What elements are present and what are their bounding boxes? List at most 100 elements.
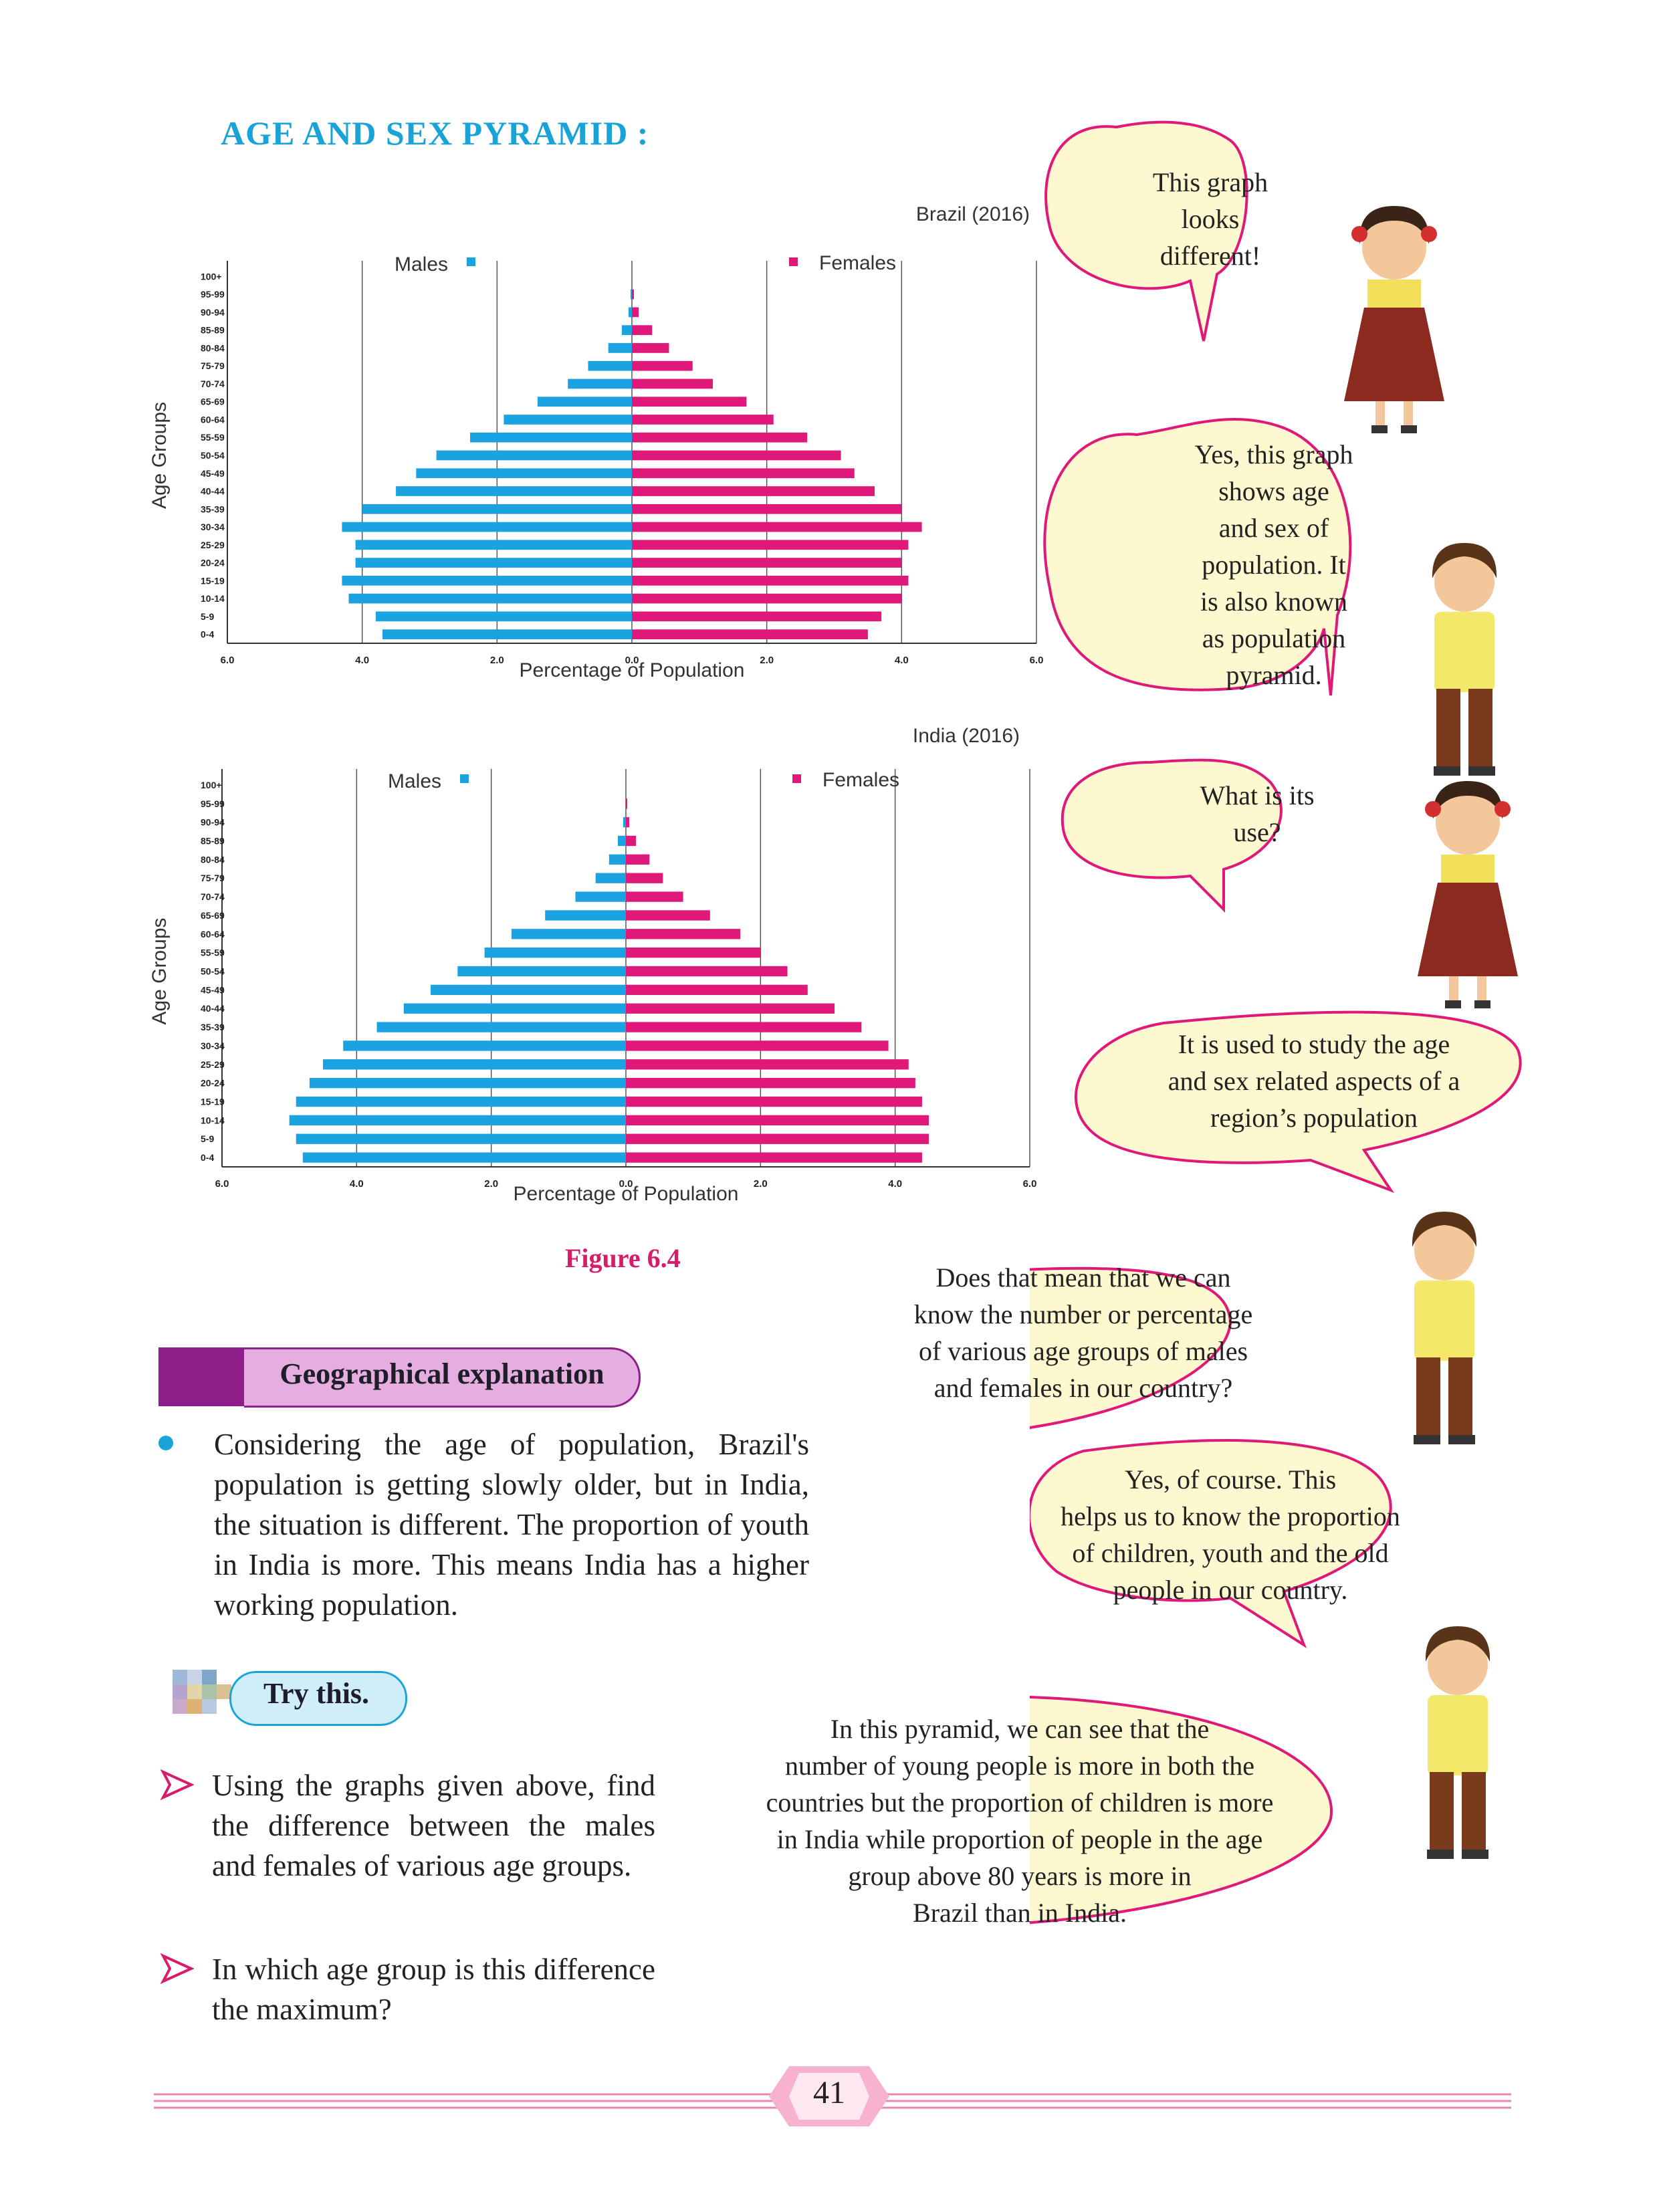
age-group-label: 15-19 <box>201 1097 225 1107</box>
age-group-label: 40-44 <box>201 486 225 497</box>
age-group-label: 95-99 <box>201 798 225 809</box>
bar-male-65-69 <box>537 397 632 407</box>
age-group-label: 95-99 <box>201 289 225 300</box>
speech-line: looks <box>1181 204 1240 234</box>
arrow-bullet-icon <box>160 1953 194 1984</box>
bar-female-25-29 <box>626 1059 909 1070</box>
speech-text-2: Yes, this graph shows age and sex of pop… <box>1164 436 1384 693</box>
bar-male-80-84 <box>608 343 632 353</box>
bar-female-70-74 <box>632 378 713 389</box>
x-tick-label: 2.0 <box>484 1178 498 1190</box>
age-group-label: 50-54 <box>201 966 225 977</box>
bar-male-80-84 <box>609 854 626 865</box>
brazil-pyramid-chart: 6.0 4.0 2.0 0.0 2.0 4.0 6.0 0-4 5-9 10-14 15-19 20-… <box>147 201 1070 709</box>
bar-female-55-59 <box>632 432 808 443</box>
bar-female-0-4 <box>632 629 868 639</box>
bar-male-25-29 <box>323 1059 626 1070</box>
geo-explanation-heading: Geographical explanation <box>158 1347 641 1408</box>
age-group-label: 30-34 <box>201 1040 225 1051</box>
bar-male-30-34 <box>343 1040 626 1051</box>
age-group-label: 0-4 <box>201 1152 214 1163</box>
bar-female-5-9 <box>626 1133 929 1144</box>
legend-males-label: Males <box>388 770 441 792</box>
speech-line: know the number or percentage <box>913 1299 1253 1329</box>
age-group-label: 75-79 <box>201 873 225 883</box>
geo-explanation-text: Considering the age of population, Brazi… <box>214 1428 809 1622</box>
age-group-label: 45-49 <box>201 984 225 995</box>
bar-male-45-49 <box>416 468 632 479</box>
bar-female-25-29 <box>632 540 909 550</box>
bar-male-60-64 <box>511 929 626 939</box>
bar-male-0-4 <box>302 1152 626 1163</box>
bar-female-30-34 <box>632 522 922 532</box>
legend-females-label: Females <box>819 252 896 274</box>
bar-female-60-64 <box>626 929 741 939</box>
legend-males-swatch <box>467 257 475 266</box>
bar-female-15-19 <box>632 575 909 586</box>
bar-male-50-54 <box>457 966 626 977</box>
speech-line: of various age groups of males <box>918 1336 1248 1366</box>
x-tick-label: 0.0 <box>625 655 639 666</box>
x-axis-label: Percentage of Population <box>520 659 745 681</box>
x-tick-label: 4.0 <box>355 655 369 666</box>
bar-male-55-59 <box>484 947 626 958</box>
bar-female-75-79 <box>626 873 663 883</box>
try-item-text: In which age group is this difference th… <box>212 1953 655 2026</box>
bar-male-5-9 <box>296 1133 626 1144</box>
bar-male-85-89 <box>621 325 632 336</box>
boy-character-3 <box>1425 1626 1490 1859</box>
bar-female-40-44 <box>632 486 875 496</box>
x-tick-label: 0.0 <box>619 1178 633 1190</box>
speech-line: group above 80 years is more in <box>848 1861 1192 1891</box>
speech-line: region’s population <box>1210 1103 1418 1133</box>
speech-line: as population <box>1202 623 1346 653</box>
bar-male-50-54 <box>436 450 632 461</box>
speech-line: and females in our country? <box>933 1373 1233 1403</box>
x-axis-label: Percentage of Population <box>514 1183 739 1205</box>
bar-female-50-54 <box>632 450 841 461</box>
speech-text-6: Yes, of course. This helps us to know th… <box>1020 1461 1441 1608</box>
bar-male-25-29 <box>355 540 632 550</box>
speech-bubble-2 <box>1043 418 1352 696</box>
x-tick-label: 2.0 <box>490 655 504 666</box>
speech-bubble-1 <box>1044 120 1248 342</box>
bar-male-15-19 <box>342 575 632 586</box>
bar-female-45-49 <box>626 984 808 996</box>
bar-male-60-64 <box>504 415 632 425</box>
bar-male-20-24 <box>355 558 632 568</box>
age-group-label: 40-44 <box>201 1003 225 1014</box>
speech-line: and sex related aspects of a <box>1168 1066 1460 1096</box>
boy-character-1 <box>1432 543 1497 776</box>
speech-line: It is used to study the age <box>1178 1029 1450 1059</box>
legend-males-swatch <box>460 774 469 783</box>
y-axis-label: Age Groups <box>148 402 171 509</box>
age-group-label: 50-54 <box>201 450 225 461</box>
dialogue-layer <box>1030 120 1522 1924</box>
age-group-label: 25-29 <box>201 1059 225 1070</box>
x-tick-label: 6.0 <box>215 1178 229 1190</box>
bar-female-75-79 <box>632 360 693 371</box>
speech-line: population. It <box>1202 550 1346 580</box>
india-pyramid-chart: 6.0 4.0 2.0 0.0 2.0 4.0 6.0 0-4 5-9 10-14 15-19 20-… <box>147 722 1070 1244</box>
geo-heading-label: Geographical explanation <box>280 1357 604 1390</box>
bar-female-15-19 <box>626 1096 922 1107</box>
age-group-label: 45-49 <box>201 468 225 479</box>
bar-male-65-69 <box>545 910 626 921</box>
bar-male-5-9 <box>375 611 632 622</box>
x-tick-label: 6.0 <box>221 655 235 666</box>
try-this-heading: Try this. <box>166 1670 407 1726</box>
speech-bubble-4 <box>1074 1010 1522 1194</box>
try-item-text: Using the graphs given above, find the d… <box>212 1769 655 1882</box>
speech-text-1: This graph looks different! <box>1097 164 1324 274</box>
speech-text-4: It is used to study the age and sex rela… <box>1113 1026 1515 1136</box>
page-number-badge <box>769 2066 889 2126</box>
speech-line: different! <box>1159 241 1261 271</box>
bar-male-10-14 <box>348 593 632 604</box>
bar-female-65-69 <box>626 910 710 921</box>
bar-female-35-39 <box>632 504 902 514</box>
bar-male-90-94 <box>628 307 632 318</box>
speech-line: is also known <box>1200 586 1347 617</box>
speech-text-5: Does that mean that we can know the numb… <box>869 1259 1297 1406</box>
age-group-label: 10-14 <box>201 1115 225 1125</box>
age-group-label: 5-9 <box>201 1133 214 1144</box>
